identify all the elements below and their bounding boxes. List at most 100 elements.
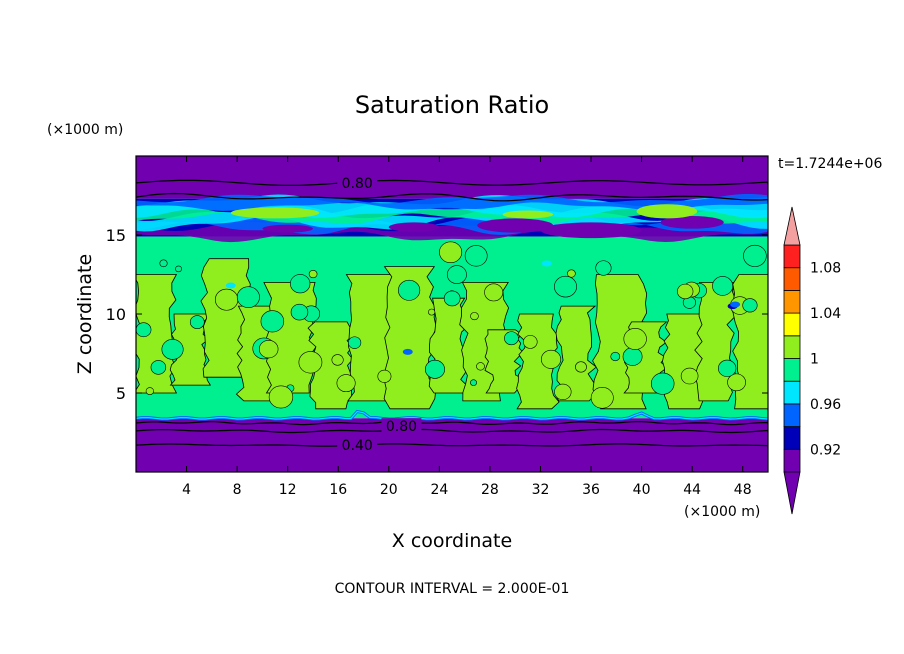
cloud-blob bbox=[348, 336, 362, 349]
colorbar-swatch bbox=[783, 289, 801, 314]
cloud-blob bbox=[439, 241, 463, 264]
x-tick-label: 16 bbox=[329, 482, 347, 498]
chart-title: Saturation Ratio bbox=[355, 91, 549, 119]
cloud-blob bbox=[590, 387, 614, 409]
contour-line-0.60 bbox=[136, 428, 768, 434]
y-axis: 5 10 15 bbox=[106, 226, 768, 403]
dry-intrusion bbox=[477, 218, 554, 233]
cloud-blob bbox=[727, 373, 746, 392]
contour-interval-footer: CONTOUR INTERVAL = 2.000E-01 bbox=[335, 581, 570, 597]
cloud-blob bbox=[650, 372, 675, 395]
x-axis-title: X coordinate bbox=[392, 530, 512, 552]
cloud-blob bbox=[554, 275, 577, 298]
cloud-blob bbox=[336, 374, 356, 393]
cloud-blob bbox=[523, 335, 538, 349]
contour-label-bg bbox=[381, 418, 422, 435]
x-unit-label: (×1000 m) bbox=[684, 504, 760, 520]
cloud-blob bbox=[446, 265, 467, 284]
cloud-blob bbox=[150, 360, 167, 375]
contour-line-upper-edge bbox=[136, 192, 768, 202]
cloud-blob bbox=[567, 269, 576, 278]
speck bbox=[225, 282, 236, 289]
x-tick-label: 36 bbox=[582, 482, 600, 498]
x-tick-label: 44 bbox=[683, 482, 701, 498]
cloud-base-rim-inner bbox=[136, 410, 768, 420]
cloud-blob bbox=[236, 286, 260, 308]
cloud-blob bbox=[680, 367, 699, 385]
colorbar-label: 0.92 bbox=[810, 442, 841, 458]
y-tick-label: 10 bbox=[106, 305, 126, 324]
y-axis-title: Z coordinate bbox=[74, 254, 96, 374]
cloud-blob bbox=[610, 351, 621, 362]
cloud-blob bbox=[145, 387, 154, 395]
top-dry-band bbox=[136, 156, 768, 199]
colorbar-swatch bbox=[783, 312, 801, 337]
cloud-blob bbox=[377, 369, 392, 383]
cloud-blob bbox=[290, 303, 309, 321]
cloud-blob bbox=[159, 259, 168, 268]
x-tick-label: 24 bbox=[430, 482, 448, 498]
x-tick-label: 32 bbox=[532, 482, 550, 498]
contour-label-bg bbox=[337, 174, 378, 191]
contour-label: 0.40 bbox=[342, 438, 373, 454]
cloud-blob bbox=[189, 315, 205, 329]
cloud-blob bbox=[743, 244, 767, 267]
cloud-blob bbox=[443, 290, 461, 307]
contour-field: 0.80 0.80 0.40 bbox=[136, 156, 768, 472]
colorbar-swatch bbox=[783, 403, 801, 427]
upper-stratum bbox=[136, 194, 768, 211]
colorbar-label: 1.08 bbox=[810, 261, 841, 277]
speck bbox=[402, 348, 413, 355]
colorbar-under-arrow bbox=[783, 471, 801, 515]
cloud-blob bbox=[258, 339, 279, 359]
cloud-blob bbox=[298, 351, 323, 374]
cloud-blob bbox=[428, 308, 436, 316]
y-unit-label: (×1000 m) bbox=[47, 122, 123, 138]
cloud-blob bbox=[260, 310, 285, 333]
contour-line-0.80-lower bbox=[136, 420, 768, 426]
colorbar-swatch bbox=[783, 358, 801, 382]
moist-lens bbox=[230, 207, 320, 219]
colorbar-label: 1.04 bbox=[810, 306, 841, 322]
cloud-blob bbox=[677, 283, 694, 300]
colorbar-swatch bbox=[783, 335, 801, 359]
cloud-blob bbox=[540, 349, 562, 369]
cloud-blob bbox=[554, 383, 572, 400]
contour-label-bg bbox=[337, 437, 378, 454]
dry-intrusion bbox=[540, 222, 642, 239]
x-tick-label: 28 bbox=[481, 482, 499, 498]
lime-column bbox=[484, 329, 525, 394]
cloud-blob bbox=[175, 265, 182, 273]
colorbar-swatch bbox=[783, 267, 801, 291]
colorbar-swatch bbox=[783, 244, 801, 269]
cloud-blob bbox=[504, 331, 519, 346]
x-tick-label: 40 bbox=[633, 482, 651, 498]
colorbar-swatch bbox=[783, 426, 801, 450]
contour-line-0.40 bbox=[136, 443, 768, 447]
cloud-blob bbox=[464, 245, 488, 267]
cloud-blob bbox=[622, 347, 643, 366]
colorbar-swatch bbox=[783, 448, 801, 473]
y-tick-label: 5 bbox=[116, 384, 126, 403]
x-tick-label: 20 bbox=[380, 482, 398, 498]
cloud-blob bbox=[331, 354, 344, 366]
cloud-blob bbox=[623, 327, 647, 350]
contour-label: 0.80 bbox=[342, 176, 373, 192]
contour-line-0.80-upper bbox=[136, 179, 768, 186]
cloud-blob bbox=[476, 362, 485, 371]
cloud-blob bbox=[718, 359, 737, 377]
contour-label: 0.80 bbox=[386, 419, 417, 435]
dry-intrusion bbox=[660, 216, 724, 229]
x-tick-label: 4 bbox=[182, 482, 191, 498]
cloud-blob bbox=[712, 276, 734, 296]
cloud-blob bbox=[214, 288, 239, 311]
cloud-blob bbox=[575, 361, 587, 373]
y-tick-label: 15 bbox=[106, 226, 126, 245]
cloud-blob bbox=[424, 359, 445, 379]
cloud-blob bbox=[136, 322, 152, 338]
speck bbox=[541, 260, 552, 267]
x-axis: 4 8 12 16 20 24 28 32 36 40 44 48 bbox=[182, 156, 752, 498]
colorbar-swatch bbox=[783, 380, 801, 405]
colorbar-label: 0.96 bbox=[810, 397, 841, 413]
